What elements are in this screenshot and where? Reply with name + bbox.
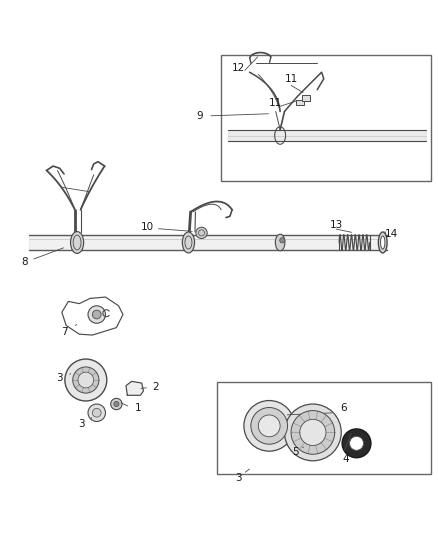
Bar [296,100,304,106]
Text: 3: 3 [78,419,85,429]
Text: 1: 1 [135,403,141,414]
Polygon shape [126,381,144,395]
Text: 11: 11 [269,98,283,108]
Circle shape [280,238,285,243]
Ellipse shape [276,234,285,251]
Text: 14: 14 [385,229,398,239]
Text: 7: 7 [61,327,67,337]
Circle shape [244,400,294,451]
Text: 13: 13 [330,220,343,230]
Text: 9: 9 [196,111,203,121]
Circle shape [300,419,326,446]
Circle shape [73,367,99,393]
Text: 10: 10 [141,222,154,232]
Bar [302,95,310,101]
Circle shape [196,227,207,239]
Circle shape [258,415,280,437]
Circle shape [114,401,119,407]
Text: 11: 11 [284,74,298,84]
Circle shape [65,359,107,401]
Circle shape [88,404,106,422]
Bar [217,382,431,474]
Text: 3: 3 [57,373,63,383]
Circle shape [78,372,94,388]
Circle shape [92,310,101,319]
Bar [221,55,431,181]
Ellipse shape [182,232,194,253]
Circle shape [88,306,106,323]
Circle shape [285,404,341,461]
Text: 12: 12 [232,63,245,73]
Text: 4: 4 [343,455,349,464]
Ellipse shape [378,232,387,253]
Ellipse shape [381,236,385,249]
Text: 2: 2 [152,382,159,392]
Circle shape [350,437,364,450]
Circle shape [92,408,101,417]
Text: 8: 8 [21,257,28,267]
Text: 5: 5 [292,447,299,457]
Text: 3: 3 [235,473,242,483]
Circle shape [111,398,122,410]
Text: 6: 6 [340,403,347,414]
Circle shape [251,408,288,444]
Ellipse shape [71,231,84,253]
Circle shape [291,410,335,454]
Circle shape [342,429,371,458]
